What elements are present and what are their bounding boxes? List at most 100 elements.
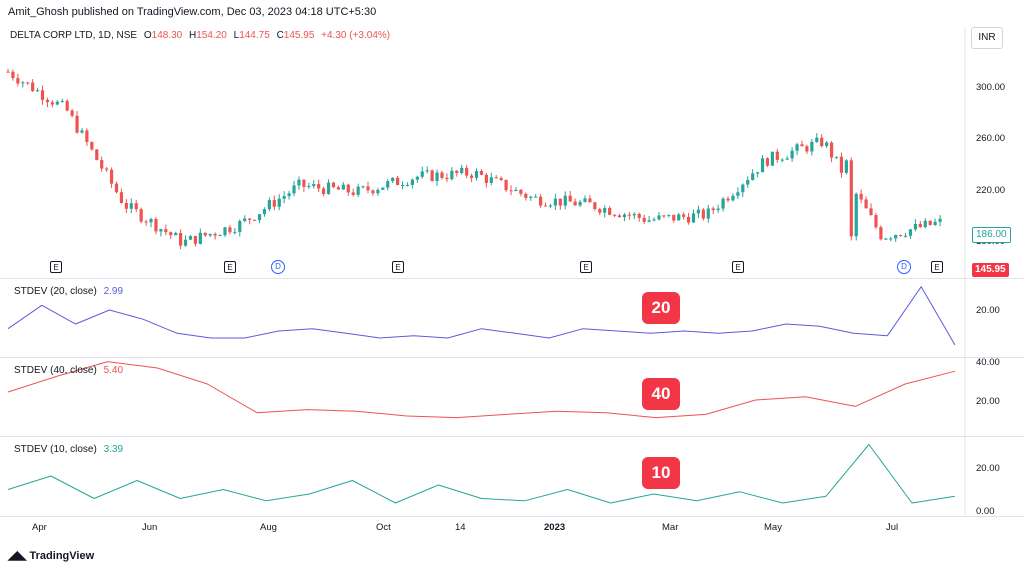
ohlc-open-label: O: [143, 30, 152, 41]
candle-body: [563, 195, 567, 206]
candle-body: [854, 193, 858, 237]
last-price-tag: 145.95: [972, 263, 1009, 277]
pane-divider[interactable]: [0, 357, 1024, 358]
ohlc-high: 154.20: [196, 30, 227, 41]
candle-body: [770, 151, 774, 166]
candle-body: [534, 196, 538, 198]
candle-body: [504, 179, 508, 191]
candle-body: [701, 209, 705, 219]
candle-body: [248, 218, 252, 220]
time-tick: Apr: [32, 522, 47, 533]
candle-body: [386, 181, 390, 188]
time-tick: Jun: [142, 522, 158, 533]
stdev10-value: 3.39: [103, 444, 124, 455]
candle-body: [208, 233, 212, 236]
candle-body: [918, 223, 922, 228]
candle-body: [435, 172, 439, 181]
candle-body: [578, 201, 582, 206]
candle-body: [95, 149, 99, 161]
stdev10-line: [7, 444, 956, 504]
candle-body: [70, 110, 74, 116]
candle-body: [55, 101, 59, 105]
candle-body: [395, 177, 400, 186]
candle-body: [593, 202, 597, 210]
earnings-event-icon[interactable]: E: [392, 261, 404, 273]
candle-body: [908, 229, 913, 236]
earnings-event-icon[interactable]: E: [50, 261, 62, 273]
main-legend: DELTA CORP LTD, 1D, NSE O148.30 H154.20 …: [10, 30, 390, 41]
candle-body: [45, 99, 50, 103]
stdev20-tick: 20.00: [976, 305, 1000, 316]
candle-body: [568, 195, 572, 202]
candle-body: [573, 201, 577, 206]
candle-body: [169, 232, 173, 236]
candle-body: [756, 172, 760, 174]
ohlc-open: 148.30: [151, 30, 183, 41]
candle-body: [124, 202, 128, 209]
pane-divider[interactable]: [0, 436, 1024, 437]
candle-body: [588, 198, 592, 203]
candle-body: [869, 208, 873, 216]
candle-body: [731, 195, 735, 201]
candle-body: [667, 214, 671, 216]
period-badge-40: 40: [642, 378, 680, 410]
dividend-event-icon[interactable]: D: [897, 260, 911, 274]
candle-body: [292, 185, 296, 194]
earnings-event-icon[interactable]: E: [931, 261, 943, 273]
currency-button[interactable]: INR: [971, 27, 1003, 49]
candle-body: [203, 232, 207, 236]
candle-body: [913, 223, 918, 230]
candle-body: [780, 159, 784, 161]
candle-body: [420, 171, 424, 177]
candle-body: [134, 203, 138, 210]
candle-body: [218, 235, 222, 237]
tradingview-logo[interactable]: ◢◣ TradingView: [8, 548, 94, 562]
tradingview-logo-icon: ◢◣: [8, 548, 27, 562]
candle-body: [445, 177, 449, 180]
candle-body: [484, 174, 488, 183]
candle-body: [302, 179, 306, 187]
candle-body: [262, 209, 267, 215]
candle-body: [800, 144, 804, 147]
stdev40-line: [7, 361, 956, 419]
candle-body: [637, 213, 641, 218]
candle-body: [677, 214, 681, 221]
candle-body: [622, 214, 627, 218]
candle-body: [287, 193, 291, 197]
stdev40-tick: 20.00: [976, 396, 1000, 407]
candle-body: [371, 190, 375, 194]
candle-body: [139, 209, 143, 222]
stdev20-name: STDEV (20, close): [14, 286, 97, 297]
candle-body: [474, 170, 479, 178]
candle-body: [159, 229, 163, 232]
candle-body: [627, 214, 631, 216]
candle-body: [652, 219, 656, 221]
candle-body: [849, 160, 853, 237]
earnings-event-icon[interactable]: E: [580, 261, 592, 273]
pane-divider[interactable]: [0, 278, 1024, 279]
candle-body: [430, 170, 434, 181]
candle-body: [450, 170, 454, 180]
stdev10-tick: 20.00: [976, 463, 1000, 474]
stdev20-line: [7, 286, 956, 346]
candle-body: [174, 233, 178, 236]
earnings-event-icon[interactable]: E: [224, 261, 236, 273]
time-tick: Mar: [662, 522, 679, 533]
dividend-event-icon[interactable]: D: [271, 260, 285, 274]
stdev40-value: 5.40: [103, 365, 124, 376]
candle-body: [736, 192, 740, 196]
stdev40-name: STDEV (40, close): [14, 365, 97, 376]
candle-body: [810, 141, 814, 152]
candle-body: [391, 177, 395, 182]
candle-body: [529, 196, 533, 198]
candle-body: [75, 115, 79, 133]
candle-body: [129, 203, 133, 209]
candle-body: [346, 184, 350, 193]
time-tick: Aug: [260, 522, 277, 533]
candle-body: [11, 71, 15, 79]
earnings-event-icon[interactable]: E: [732, 261, 744, 273]
stdev40-legend: STDEV (40, close) 5.40: [14, 365, 123, 376]
candle-body: [257, 214, 262, 221]
candle-body: [252, 219, 257, 221]
